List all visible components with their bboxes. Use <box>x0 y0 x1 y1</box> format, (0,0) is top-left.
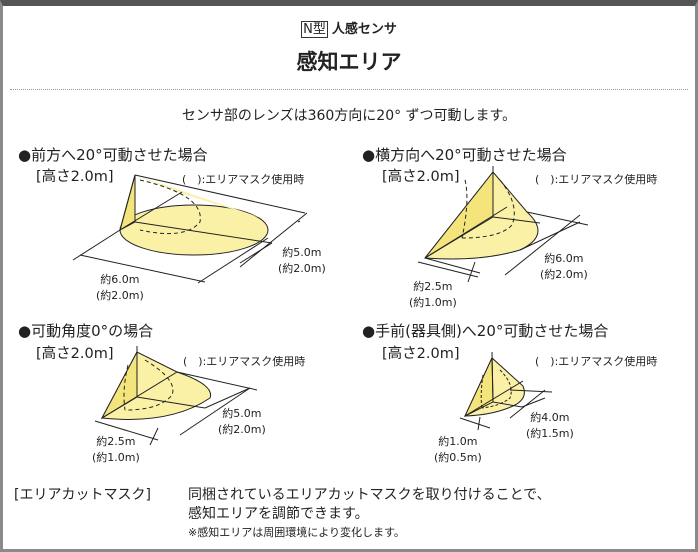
sensor-kind: N型 人感センサ <box>0 18 698 38</box>
panel-zero-height: [高さ2.0m] <box>36 346 114 362</box>
kind-label: 人感センサ <box>331 22 397 37</box>
panel-near-title: ●手前(器具側)へ20°可動させた場合 <box>362 322 609 340</box>
dim-mask-value: (約1.0m) <box>92 451 140 464</box>
dim-value: 約5.0m <box>222 407 262 420</box>
panel-near-height: [高さ2.0m] <box>382 346 460 362</box>
panel-zero-title: ●可動角度0°の場合 <box>18 322 154 340</box>
panel-zero-dim-b: 約2.5m (約1.0m) <box>92 433 140 465</box>
panel-side-dim-b: 約2.5m (約1.0m) <box>409 278 457 310</box>
footer-line-1: 同梱されているエリアカットマスクを取り付けることで、 <box>188 487 551 503</box>
dim-value: 約5.0m <box>282 246 322 259</box>
panel-front-dim-b: 約6.0m (約2.0m) <box>96 271 144 303</box>
panel-zero-mask-note: ( ):エリアマスク使用時 <box>183 355 306 368</box>
panel-front-height: [高さ2.0m] <box>36 169 114 185</box>
dim-mask-value: (約2.0m) <box>218 423 266 436</box>
diagram-front-20 <box>72 174 308 284</box>
panel-side-mask-note: ( ):エリアマスク使用時 <box>535 173 658 186</box>
panel-near-mask-note: ( ):エリアマスク使用時 <box>535 355 658 368</box>
panel-front-title: ●前方へ20°可動させた場合 <box>18 146 208 164</box>
diagram-angle-0 <box>94 346 258 446</box>
mask-area <box>139 179 201 235</box>
panel-front-mask-note: ( ):エリアマスク使用時 <box>182 173 305 186</box>
footer-label: [エリアカットマスク] <box>14 487 151 503</box>
dim-mask-value: (約1.5m) <box>526 427 574 440</box>
panel-near-dim-b: 約1.0m (約0.5m) <box>434 433 482 465</box>
dotted-divider <box>10 89 688 90</box>
footer-note: ※感知エリアは周囲環境により変化します。 <box>188 526 405 539</box>
dim-mask-value: (約2.0m) <box>540 268 588 281</box>
panel-front-dim-a: 約5.0m (約2.0m) <box>278 244 326 276</box>
type-badge: N型 <box>301 21 328 38</box>
dim-value: 約1.0m <box>438 435 478 448</box>
dim-value: 約2.5m <box>413 280 453 293</box>
lead-text: センサ部のレンズは360方向に20° ずつ可動します。 <box>181 108 517 124</box>
dim-mask-value: (約2.0m) <box>96 289 144 302</box>
panel-near-dim-a: 約4.0m (約1.5m) <box>526 409 574 441</box>
panel-side-dim-a: 約6.0m (約2.0m) <box>540 250 588 282</box>
mask-area <box>123 359 174 411</box>
dim-value: 約6.0m <box>100 273 140 286</box>
dim-value: 約4.0m <box>530 411 570 424</box>
dim-mask-value: (約2.0m) <box>278 262 326 275</box>
panel-side-title: ●横方向へ20°可動させた場合 <box>362 146 567 164</box>
mask-area <box>461 179 515 239</box>
dim-value: 約2.5m <box>96 435 136 448</box>
panel-zero-dim-a: 約5.0m (約2.0m) <box>218 405 266 437</box>
dim-value: 約6.0m <box>544 252 584 265</box>
dim-mask-value: (約0.5m) <box>434 451 482 464</box>
cone-top <box>135 175 268 220</box>
footer-line-2: 感知エリアを調節できます。 <box>188 506 369 522</box>
dim-mask-value: (約1.0m) <box>409 296 457 309</box>
page-title: 感知エリア <box>296 50 402 74</box>
diagram-near-20 <box>459 351 553 431</box>
panel-side-height: [高さ2.0m] <box>382 169 460 185</box>
diagram-side-20 <box>417 166 589 283</box>
mask-area <box>480 369 512 409</box>
